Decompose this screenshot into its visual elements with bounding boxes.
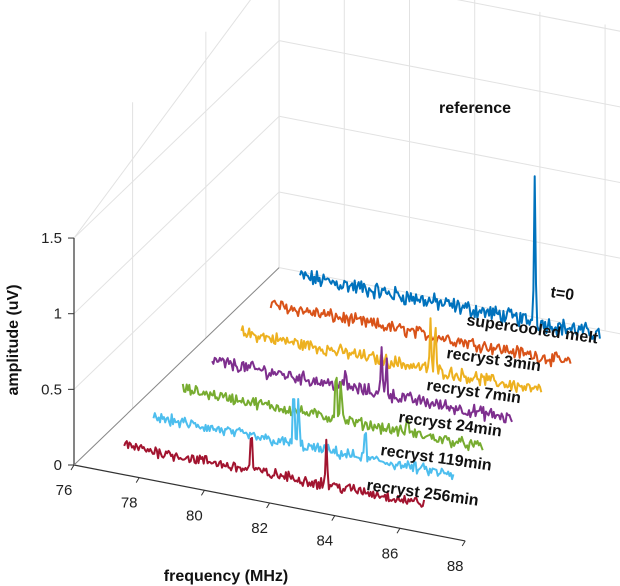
x-tick-label: 88: [447, 558, 464, 575]
grid-line: [73, 191, 280, 390]
z-tick-label: 1.5: [41, 230, 62, 247]
series-line-t-0: [269, 299, 572, 368]
series-line-recryst-24min: [152, 398, 455, 481]
grid-line: [279, 115, 620, 184]
depth-axis-line: [73, 267, 280, 466]
series-line-recryst-7min: [181, 376, 484, 452]
grid-line: [73, 0, 251, 239]
chart-axes: 76 78 80 82 84 86 88 0 0.5 1 1.5: [41, 230, 466, 575]
series-line-recryst-3min: [211, 346, 513, 424]
grid-line: [73, 115, 280, 315]
x-tick-mark: [135, 477, 140, 483]
z-axis-title: amplitude (uV): [5, 284, 22, 395]
grid-line: [456, 0, 620, 32]
x-tick-mark: [331, 515, 336, 521]
grid-line: [279, 191, 620, 259]
x-axis-title: frequency (MHz): [164, 568, 288, 585]
chart-gridlines: [73, 0, 620, 466]
z-tick-label: 0.5: [41, 381, 62, 398]
series-label: reference: [439, 100, 511, 117]
series-line-reference: [299, 175, 601, 343]
x-tick-label: 84: [316, 533, 333, 550]
x-tick-mark: [266, 502, 271, 509]
x-tick-mark: [461, 540, 466, 547]
x-tick-mark: [200, 490, 205, 496]
x-tick-label: 80: [186, 507, 203, 524]
series-line-recryst-119min: [123, 436, 426, 508]
chart-series: [123, 175, 601, 508]
x-tick-mark: [70, 464, 75, 471]
series-line-supercooled-melt: [240, 317, 543, 393]
grid-line: [73, 40, 280, 239]
x-tick-label: 86: [382, 545, 399, 562]
x-tick-label: 76: [56, 482, 73, 499]
series-label: t=0: [549, 284, 575, 304]
x-tick-label: 82: [251, 520, 268, 537]
z-tick-label: 1: [54, 306, 62, 323]
x-tick-mark: [396, 528, 401, 534]
z-tick-label: 0: [54, 457, 62, 474]
grid-line: [279, 40, 620, 108]
x-tick-label: 78: [121, 495, 138, 512]
